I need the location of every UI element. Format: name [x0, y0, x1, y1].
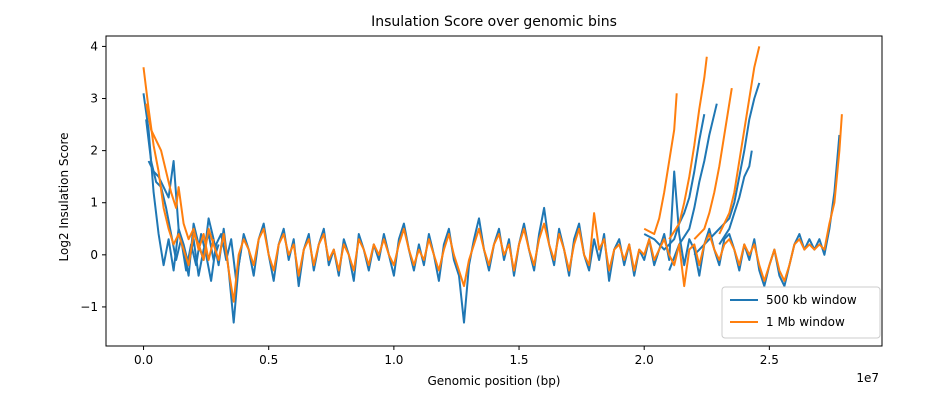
series-group [142, 46, 843, 324]
series-line-1mb-5 [718, 46, 761, 235]
y-axis-ticks: −1 0 1 2 3 4 [80, 39, 106, 314]
legend-label-500kb: 500 kb window [766, 293, 857, 307]
legend-label-1mb: 1 Mb window [766, 315, 845, 329]
y-tick-label: −1 [80, 300, 98, 314]
axes-frame [105, 35, 883, 347]
chart-title: Insulation Score over genomic bins [371, 14, 617, 30]
series-line-500kb-6 [718, 150, 753, 245]
x-tick-label: 0.0 [134, 353, 153, 367]
x-axis-ticks: 0.0 0.5 1.0 1.5 2.0 2.5 [134, 346, 779, 367]
x-tick-label: 1.0 [384, 353, 403, 367]
y-tick-label: 3 [90, 92, 98, 106]
y-tick-label: 2 [90, 144, 98, 158]
x-tick-label: 0.5 [259, 353, 278, 367]
y-tick-label: 1 [90, 196, 98, 210]
x-tick-label: 2.5 [760, 353, 779, 367]
x-axis-label: Genomic position (bp) [427, 374, 560, 388]
y-axis-label: Log2 Insulation Score [57, 133, 71, 262]
series-line-1mb-2 [643, 93, 678, 235]
legend-box [721, 286, 881, 339]
series-line-1mb-4 [693, 87, 733, 240]
series-line-500kb-4 [668, 103, 718, 271]
y-tick-label: 0 [90, 248, 98, 262]
x-tick-label: 1.5 [509, 353, 528, 367]
series-line-1mb-3 [668, 56, 708, 240]
x-tick-label: 2.0 [635, 353, 654, 367]
x-offset-text: 1e7 [856, 371, 879, 385]
legend: 500 kb window 1 Mb window [721, 286, 881, 339]
series-line-1mb-0 [142, 67, 843, 303]
y-tick-label: 4 [90, 39, 98, 53]
series-line-1mb-1 [145, 103, 215, 261]
